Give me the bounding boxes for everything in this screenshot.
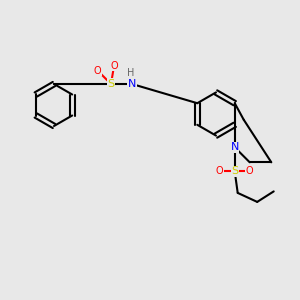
- Text: S: S: [107, 79, 115, 89]
- Text: O: O: [216, 166, 224, 176]
- Text: O: O: [110, 61, 118, 71]
- Text: N: N: [128, 79, 136, 89]
- Text: H: H: [127, 68, 134, 79]
- Text: O: O: [94, 65, 101, 76]
- Text: S: S: [231, 166, 238, 176]
- Text: O: O: [246, 166, 253, 176]
- Text: N: N: [230, 142, 239, 152]
